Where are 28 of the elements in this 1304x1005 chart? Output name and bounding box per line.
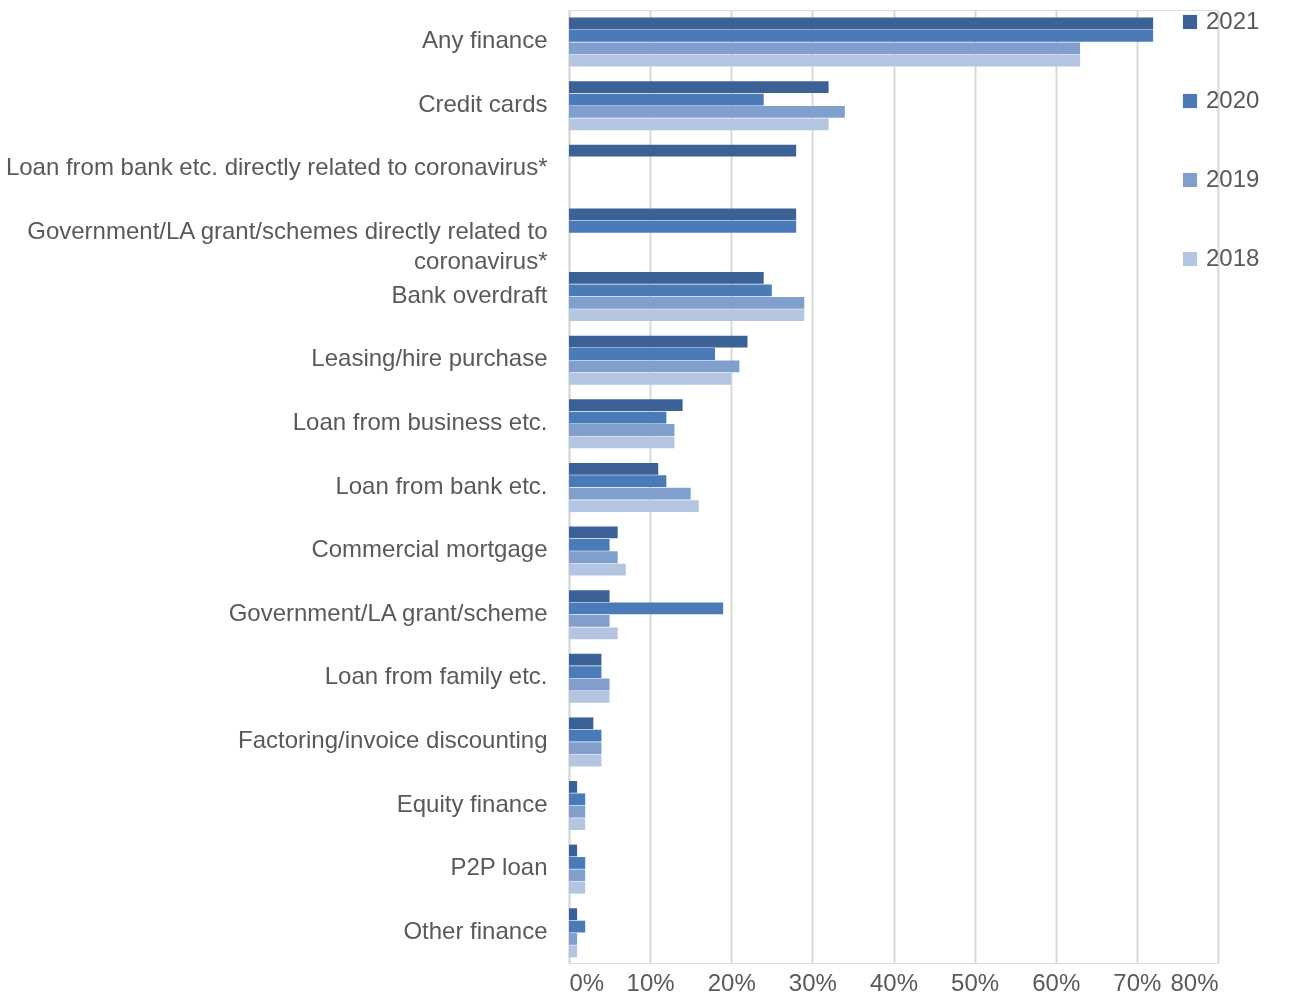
x-tick-label: 60% [1032,968,1081,996]
y-tick-label: Factoring/invoice discounting [237,725,548,753]
y-tick-label: Credit cards [418,89,548,117]
x-tick-label: 0% [569,968,605,996]
x-tick-label: 20% [707,968,756,996]
x-tick-label: 50% [951,968,1000,996]
y-tick-label: Loan from business etc. [292,407,548,435]
y-tick-label: Any finance [422,26,548,54]
y-tick-label: Equity finance [396,789,548,817]
y-tick-label: Government/LA grant/scheme [228,598,548,626]
x-tick-label: 40% [869,968,919,996]
y-tick-label: Government/LA grant/schemes directly related to coronavirus* [27,217,548,275]
y-tick-label: Commercial mortgage [311,535,548,563]
y-tick-label: Leasing/hire purchase [311,344,548,372]
legend-label: 2021 [1206,7,1260,34]
y-tick-label: Loan from family etc. [324,662,548,690]
x-tick-label: 10% [626,968,675,996]
x-tick-label: 30% [788,968,837,996]
y-tick-label: Loan from bank etc. directly related to coronavirus* [5,153,548,181]
x-tick-label: 70% [1113,968,1162,996]
legend-label: 2019 [1206,165,1260,192]
x-tick-label: 80% [1170,968,1219,996]
y-tick-label: Other finance [403,916,548,944]
legend-label: 2020 [1206,86,1260,113]
legend-label: 2018 [1206,244,1260,271]
y-tick-label: P2P loan [450,853,548,881]
y-tick-label: Loan from bank etc. [335,471,548,499]
y-tick-label: Bank overdraft [391,280,548,308]
